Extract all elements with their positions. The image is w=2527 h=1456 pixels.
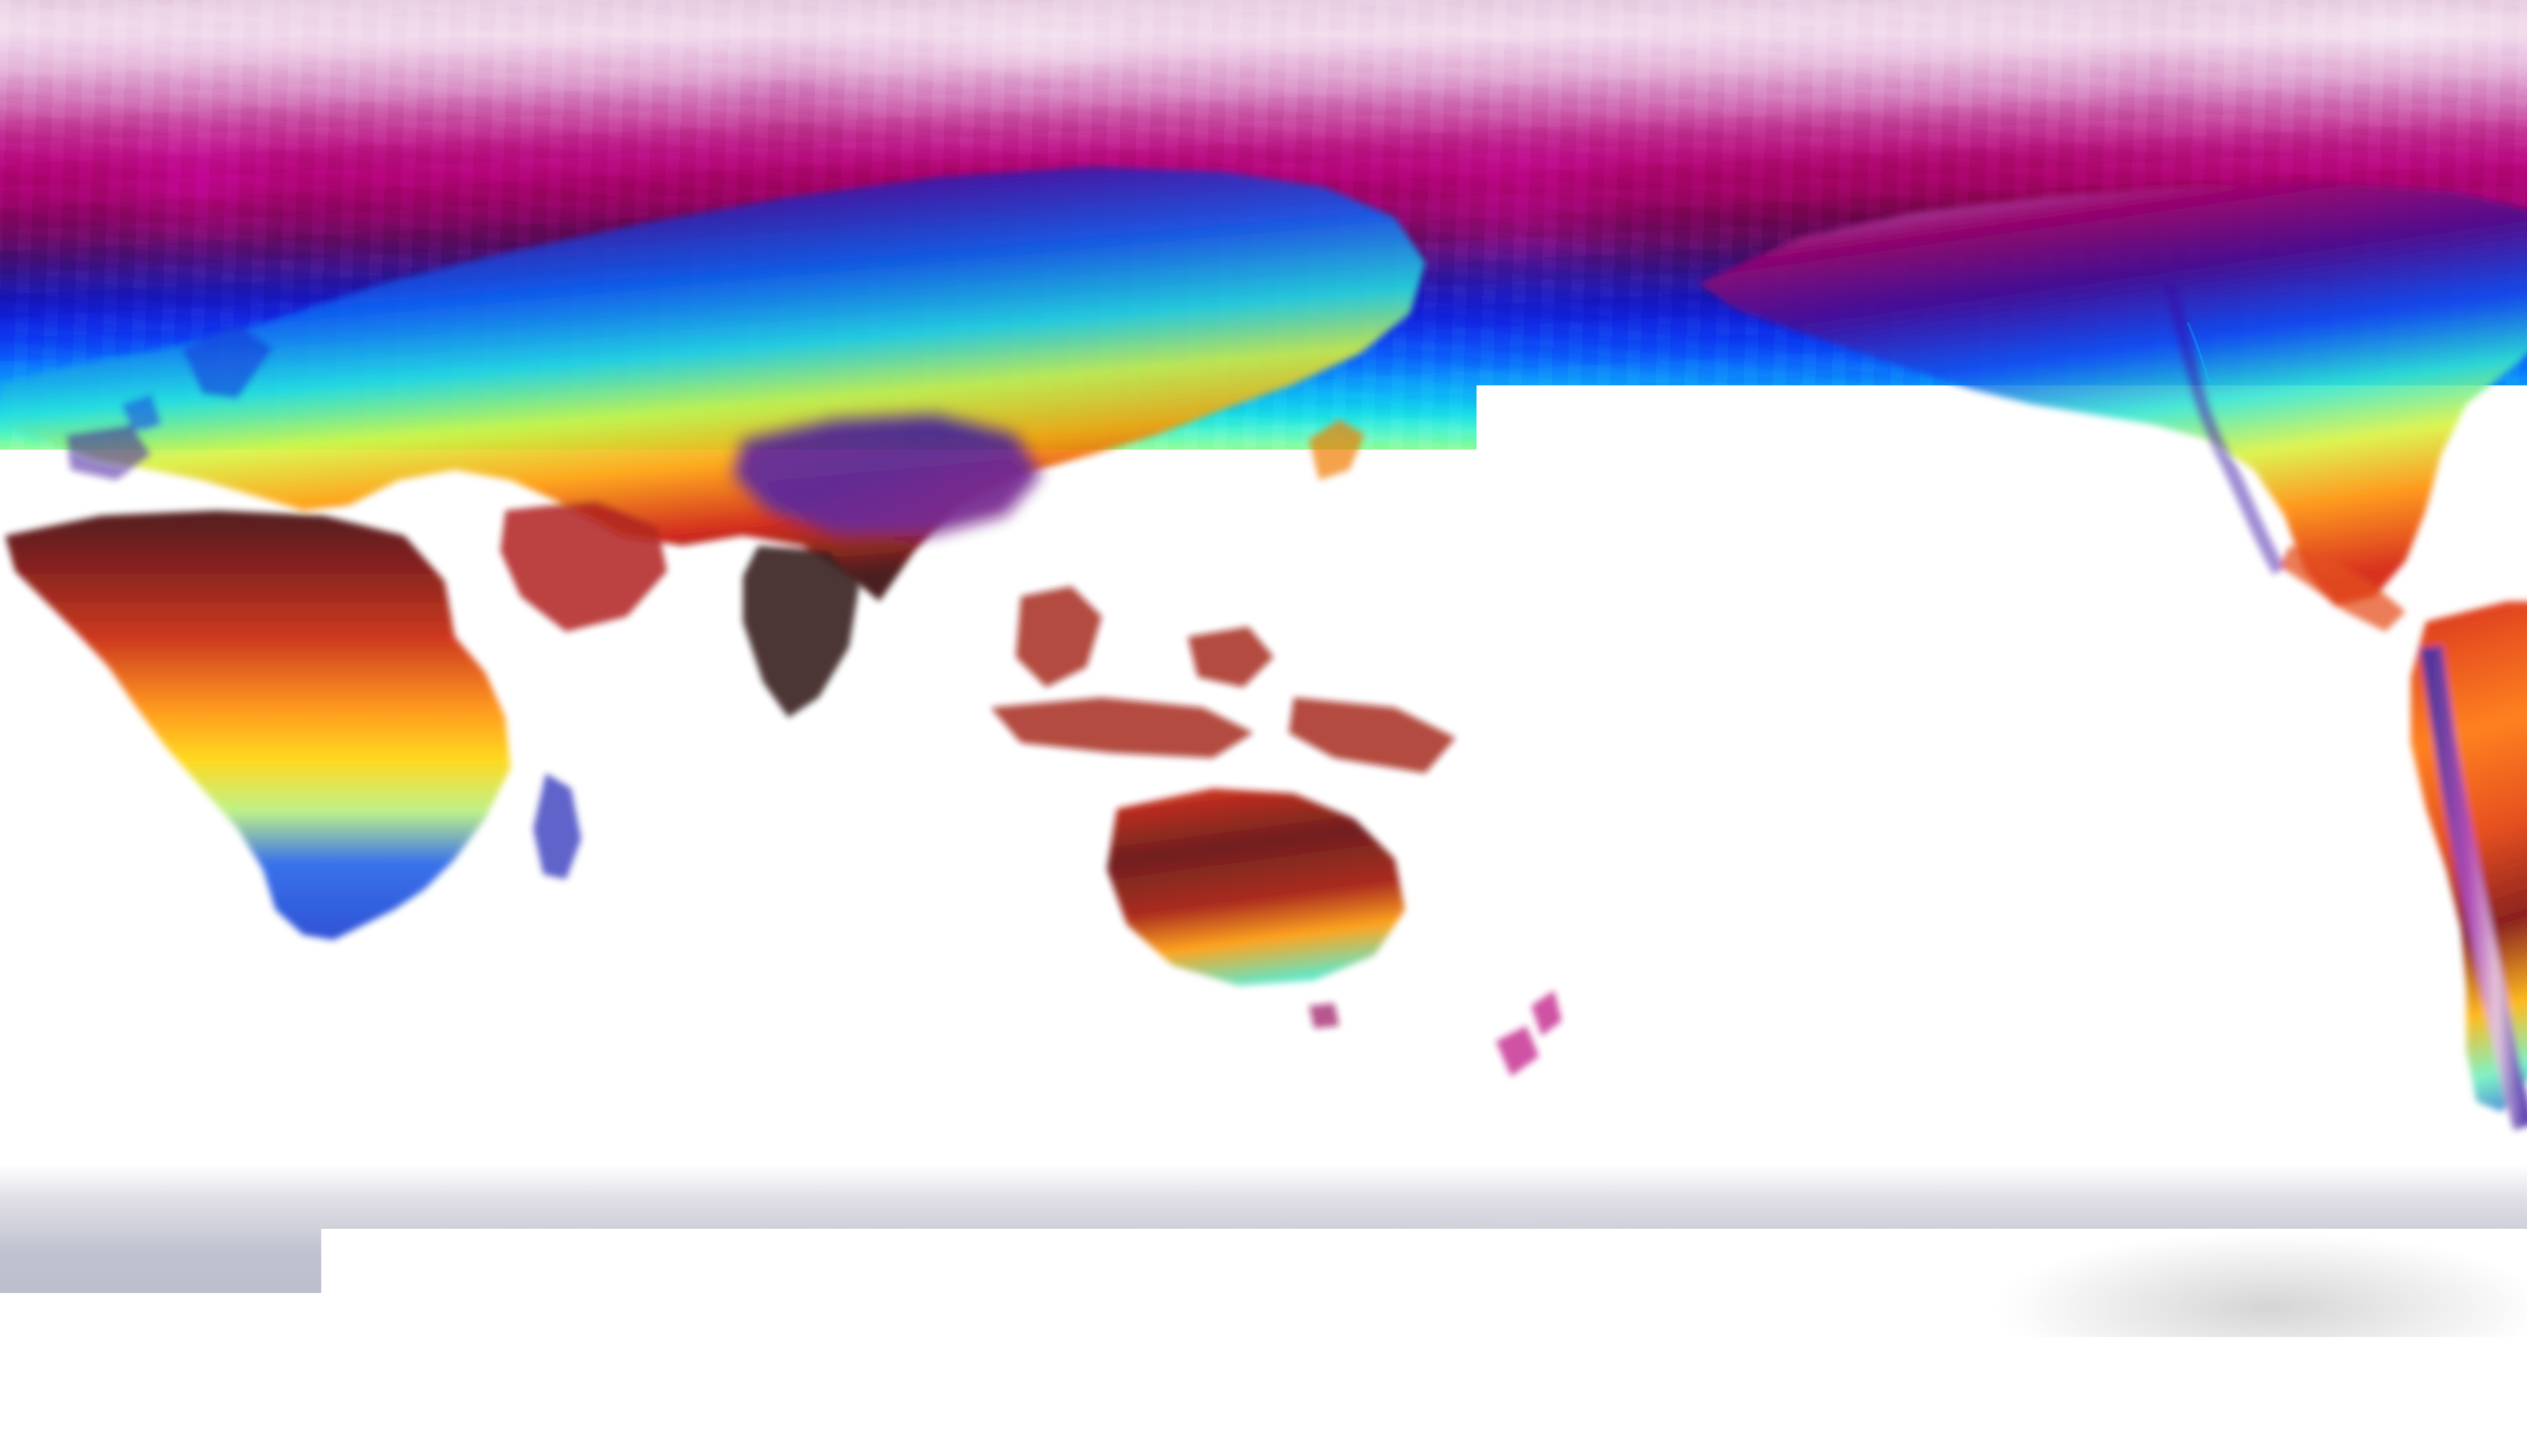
image-grain (0, 0, 2527, 1456)
temperature-map-canvas: global-surface-temperature-map (0, 0, 2527, 1456)
